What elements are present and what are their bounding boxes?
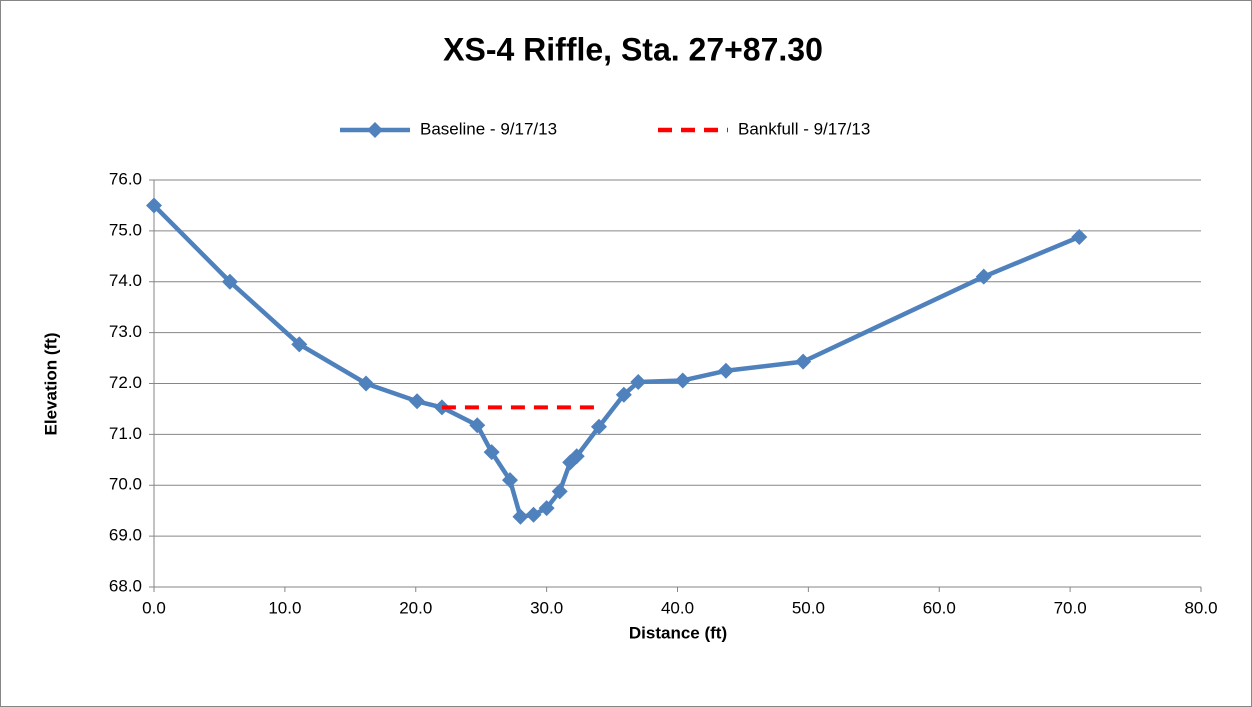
- data-point: [674, 372, 691, 389]
- y-axis-label: Elevation (ft): [41, 333, 60, 436]
- legend-label: Baseline - 9/17/13: [420, 119, 557, 138]
- x-tick-label: 30.0: [530, 598, 563, 617]
- y-tick-label: 69.0: [109, 526, 142, 545]
- x-tick-label: 70.0: [1054, 598, 1087, 617]
- data-point: [469, 417, 486, 434]
- data-point: [717, 362, 734, 379]
- data-point: [615, 386, 632, 403]
- data-point: [630, 373, 647, 390]
- data-point: [146, 197, 162, 214]
- x-tick-label: 10.0: [268, 598, 301, 617]
- y-tick-label: 70.0: [109, 475, 142, 494]
- x-tick-label: 50.0: [792, 598, 825, 617]
- data-point: [409, 393, 426, 410]
- y-tick-label: 71.0: [109, 424, 142, 443]
- data-point: [551, 483, 568, 500]
- legend-label: Bankfull - 9/17/13: [738, 119, 870, 138]
- data-point: [568, 448, 585, 465]
- x-tick-label: 80.0: [1184, 598, 1217, 617]
- data-point: [483, 444, 500, 461]
- data-point: [291, 336, 308, 353]
- data-point: [501, 472, 518, 489]
- x-axis-label: Distance (ft): [629, 623, 727, 642]
- data-point: [590, 418, 607, 435]
- data-point: [975, 268, 992, 285]
- legend-marker: [367, 122, 383, 138]
- x-tick-label: 60.0: [923, 598, 956, 617]
- chart-title: XS-4 Riffle, Sta. 27+87.30: [443, 31, 823, 67]
- data-point: [358, 375, 375, 392]
- y-tick-label: 76.0: [109, 169, 142, 188]
- y-tick-label: 75.0: [109, 220, 142, 239]
- y-tick-label: 72.0: [109, 373, 142, 392]
- x-tick-label: 20.0: [399, 598, 432, 617]
- data-point: [538, 500, 555, 517]
- y-tick-label: 73.0: [109, 322, 142, 341]
- data-point: [525, 506, 542, 523]
- data-point: [512, 508, 529, 525]
- data-point: [795, 353, 812, 370]
- data-point: [221, 273, 238, 290]
- data-point: [1071, 228, 1088, 245]
- x-tick-label: 40.0: [661, 598, 694, 617]
- y-tick-label: 68.0: [109, 576, 142, 595]
- y-tick-label: 74.0: [109, 271, 142, 290]
- x-tick-label: 0.0: [142, 598, 166, 617]
